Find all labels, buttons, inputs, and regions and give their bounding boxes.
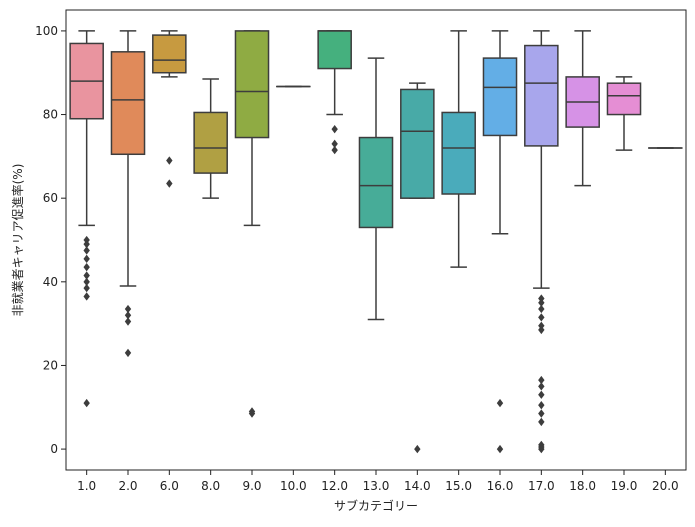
box-12.0 (318, 31, 351, 69)
x-tick-label: 17.0 (528, 479, 555, 493)
y-tick-label: 100 (35, 24, 58, 38)
x-tick-label: 20.0 (652, 479, 679, 493)
x-tick-label: 8.0 (201, 479, 220, 493)
y-tick-label: 60 (43, 191, 58, 205)
y-axis-label: 非就業者キャリア促進率(%) (10, 164, 25, 317)
x-tick-label: 14.0 (404, 479, 431, 493)
x-tick-label: 6.0 (160, 479, 179, 493)
x-tick-label: 19.0 (611, 479, 638, 493)
box-6.0 (153, 35, 186, 73)
x-tick-label: 9.0 (242, 479, 261, 493)
x-tick-label: 12.0 (321, 479, 348, 493)
x-tick-label: 18.0 (569, 479, 596, 493)
x-tick-label: 13.0 (363, 479, 390, 493)
y-tick-label: 20 (43, 358, 58, 372)
box-19.0 (607, 83, 640, 114)
box-17.0 (525, 46, 558, 146)
box-13.0 (359, 138, 392, 228)
x-axis-label: サブカテゴリー (334, 498, 418, 513)
box-15.0 (442, 112, 475, 194)
x-tick-label: 16.0 (487, 479, 514, 493)
y-tick-label: 80 (43, 108, 58, 122)
x-tick-label: 1.0 (77, 479, 96, 493)
box-9.0 (235, 31, 268, 138)
box-14.0 (401, 89, 434, 198)
x-tick-label: 2.0 (118, 479, 137, 493)
y-tick-label: 40 (43, 275, 58, 289)
box-8.0 (194, 112, 227, 173)
box-16.0 (483, 58, 516, 135)
y-tick-label: 0 (50, 442, 58, 456)
x-tick-label: 15.0 (445, 479, 472, 493)
box-2.0 (111, 52, 144, 154)
x-tick-label: 10.0 (280, 479, 307, 493)
